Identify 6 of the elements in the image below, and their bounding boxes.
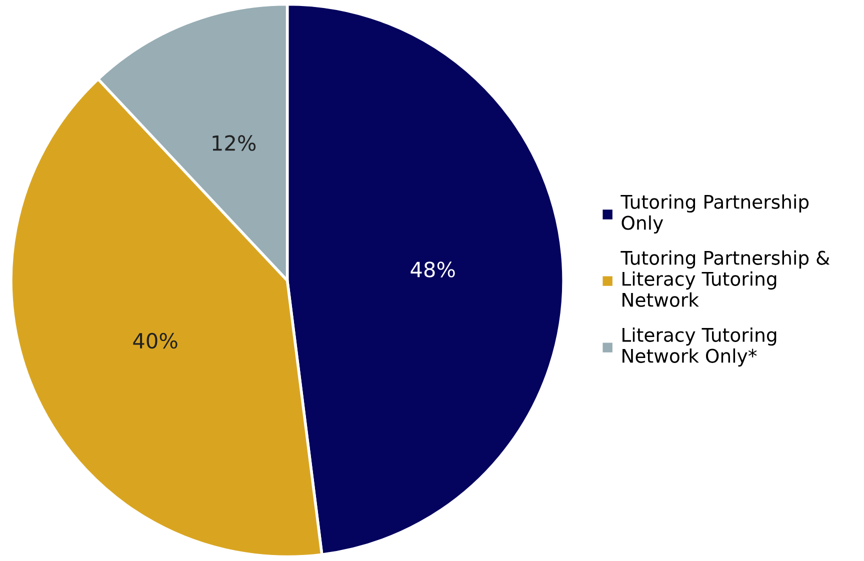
data-label: 12%: [212, 135, 256, 151]
data-label: 40%: [133, 332, 178, 349]
legend-label: Literacy Tutoring Network Only*: [622, 327, 776, 367]
legend-label: Tutoring Partnership Only: [620, 194, 809, 234]
legend-label: Tutoring Partnership & Literacy Tutoring Network: [620, 250, 830, 307]
data-label: 48%: [410, 262, 455, 278]
